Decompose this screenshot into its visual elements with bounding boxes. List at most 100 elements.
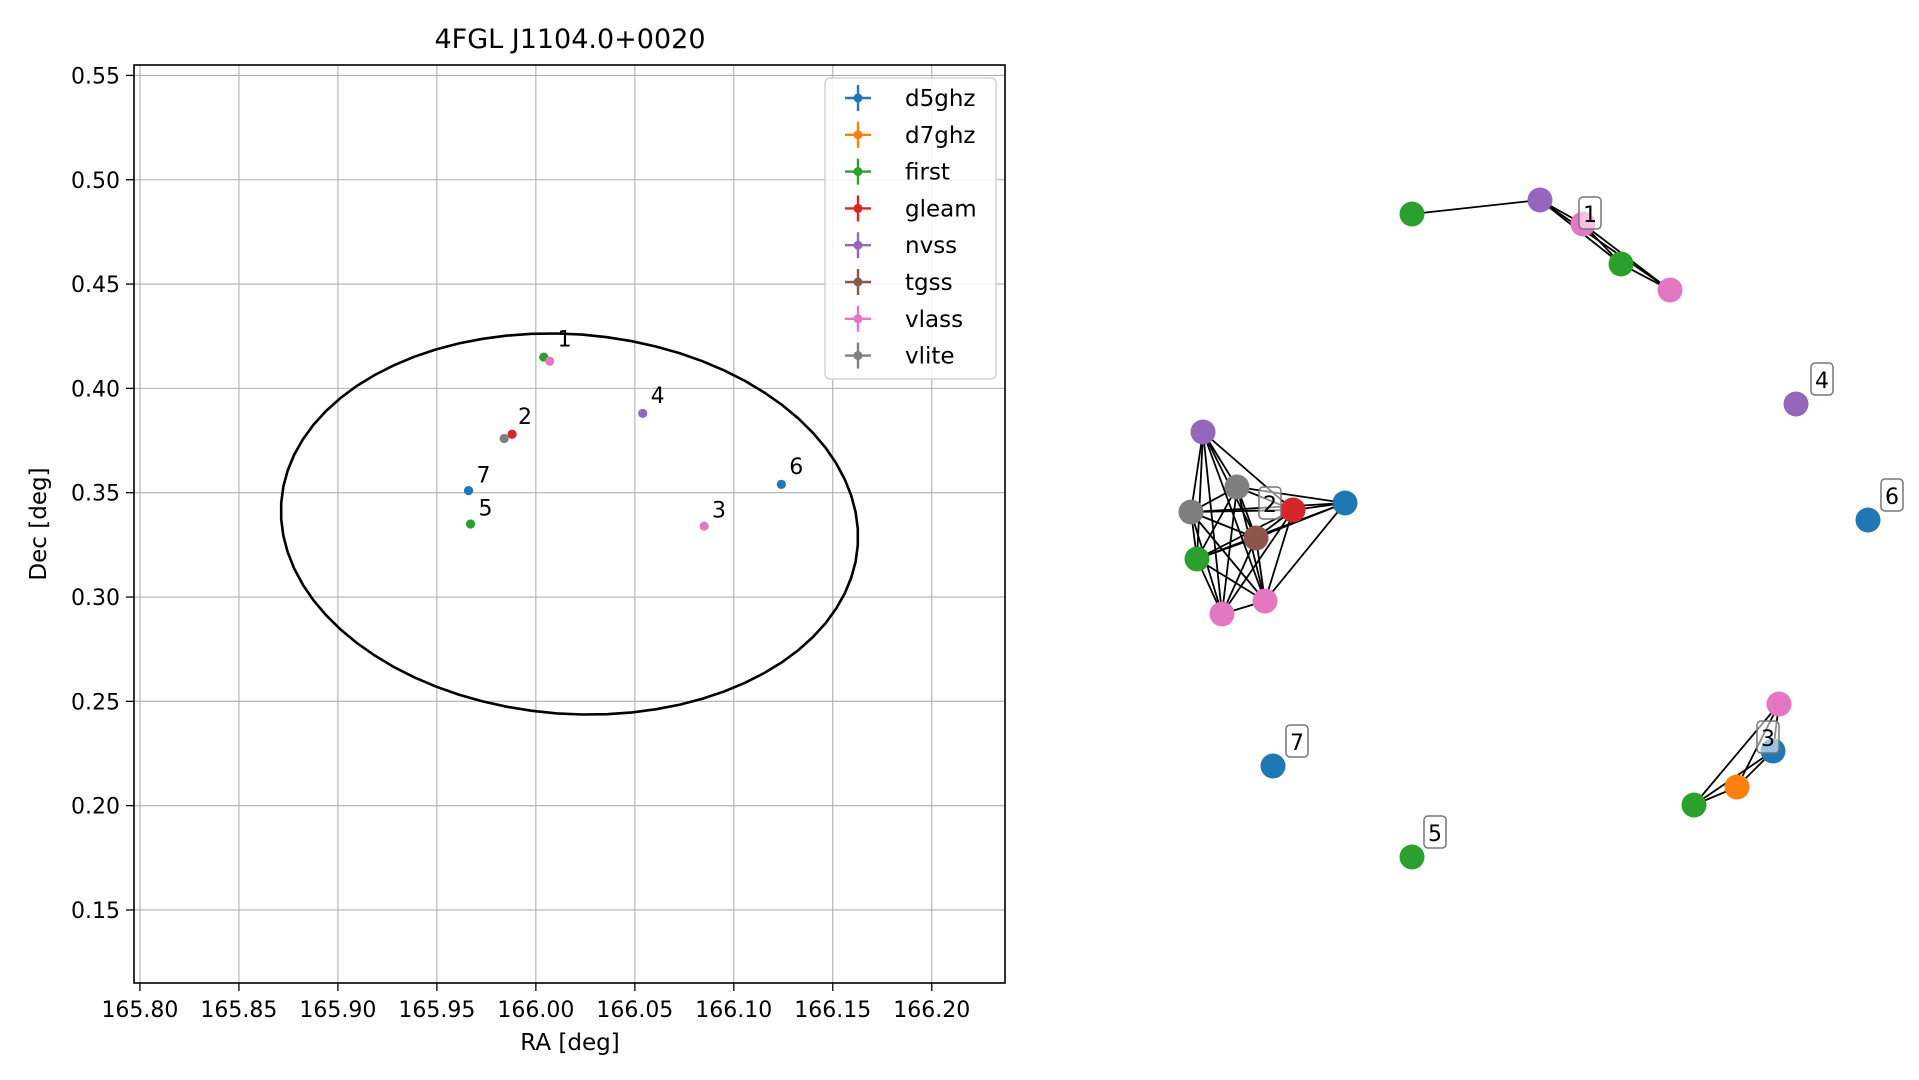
graph-edge [1190, 431, 1204, 513]
legend-box [824, 77, 997, 380]
node-label: 1 [1583, 203, 1597, 228]
y-tick-label: 0.25 [71, 690, 120, 715]
x-axis-label: RA [deg] [520, 1030, 619, 1056]
data-point-d5ghz [463, 486, 474, 496]
chart-title: 4FGL J1104.0+0020 [434, 24, 705, 55]
legend-label-d7ghz: d7ghz [905, 123, 975, 149]
localization-ellipse [279, 332, 860, 716]
graph-node [1260, 753, 1286, 779]
graph-node [1224, 474, 1250, 500]
legend: d5ghz d7ghz first gleam nvss tgss vlass vlite [824, 77, 997, 380]
y-tick-label: 0.45 [71, 273, 120, 298]
point-label: 3 [712, 499, 726, 524]
graph-node [1399, 844, 1425, 870]
legend-marker-dot [853, 314, 863, 324]
node-label-box [1258, 486, 1282, 520]
graph-edge [1411, 199, 1541, 215]
graph-edge [1202, 431, 1223, 615]
graph-edge [1190, 511, 1266, 602]
graph-edge [1539, 199, 1671, 291]
node-label-box [1423, 815, 1447, 849]
graph-node [1527, 187, 1553, 213]
y-axis-ticks: 0.15 0.20 0.25 0.30 0.35 0.40 0.45 0.50 0.55 [71, 64, 134, 924]
data-point-vlass [699, 521, 709, 531]
graph-edge [1221, 537, 1257, 615]
point-label: 5 [478, 497, 492, 522]
x-tick-label: 166.00 [497, 998, 574, 1023]
y-tick-label: 0.35 [71, 482, 120, 507]
graph-node [1855, 507, 1881, 533]
graph-node [1178, 499, 1204, 525]
data-points [463, 352, 786, 531]
y-tick-label: 0.40 [71, 377, 120, 402]
y-tick-label: 0.20 [71, 795, 120, 820]
x-tick-label: 166.15 [794, 998, 871, 1023]
uncertainty-ellipse [279, 332, 860, 716]
x-tick-label: 165.85 [200, 998, 277, 1023]
graph-node [1190, 419, 1216, 445]
graph-node [1243, 525, 1269, 551]
graph-node [1399, 201, 1425, 227]
data-point-d5ghz [776, 479, 786, 489]
legend-label-vlite: vlite [905, 344, 955, 370]
graph-node [1724, 774, 1750, 800]
node-label-box [1285, 724, 1309, 758]
legend-label-first: first [905, 160, 950, 186]
node-label-box [1756, 720, 1780, 754]
legend-marker-dot [853, 351, 863, 361]
graph-node [1766, 691, 1792, 717]
data-point-nvss [638, 408, 648, 419]
node-label: 2 [1263, 493, 1277, 518]
y-tick-label: 0.50 [71, 169, 120, 194]
legend-marker-dot [853, 130, 863, 140]
legend-marker-dot [853, 277, 863, 287]
node-label-box [1578, 196, 1602, 230]
graph-node [1332, 490, 1358, 516]
x-tick-label: 166.05 [596, 998, 673, 1023]
data-point-vlite [499, 433, 509, 444]
node-label-box [1810, 362, 1834, 396]
graph-edge [1196, 558, 1266, 602]
point-label: 6 [789, 455, 803, 480]
node-label: 5 [1428, 822, 1442, 847]
x-tick-label: 165.90 [299, 998, 376, 1023]
y-tick-label: 0.15 [71, 899, 120, 924]
node-label: 6 [1885, 485, 1899, 510]
point-label: 1 [558, 328, 572, 353]
point-annotations: 1 2 3 4 5 6 7 [476, 328, 803, 524]
point-label: 4 [651, 384, 665, 409]
graph-node-labels: 1 2 3 4 5 6 7 [1258, 196, 1904, 849]
graph-edge [1264, 502, 1346, 602]
graph-node [1252, 588, 1278, 614]
legend-marker-dot [853, 240, 863, 250]
legend-label-nvss: nvss [905, 233, 957, 259]
legend-label-vlass: vlass [905, 307, 963, 333]
data-point-gleam [507, 429, 517, 439]
graph-edge [1221, 486, 1238, 615]
node-label-box [1880, 478, 1904, 512]
legend-label-gleam: gleam [905, 196, 977, 222]
graph-node [1681, 792, 1707, 818]
graph-node [1209, 601, 1235, 627]
network-graph: 1 2 3 4 5 6 7 [1178, 187, 1904, 870]
x-tick-label: 165.80 [101, 998, 178, 1023]
point-label: 7 [476, 463, 490, 488]
data-point-first [465, 519, 476, 529]
graph-node [1184, 546, 1210, 572]
graph-edge [1236, 486, 1346, 504]
x-axis-ticks: 165.80 165.85 165.90 165.95 166.00 166.05 166.… [101, 983, 970, 1023]
y-tick-label: 0.55 [71, 64, 120, 89]
scatter-plot: 4FGL J1104.0+0020 1 2 3 4 5 6 7 165.80 165.85 16… [26, 24, 1006, 1056]
y-tick-label: 0.30 [71, 586, 120, 611]
node-label: 3 [1761, 727, 1775, 752]
graph-node [1783, 391, 1809, 417]
legend-marker-dot [853, 93, 863, 103]
legend-marker-dot [853, 167, 863, 177]
x-tick-label: 166.10 [695, 998, 772, 1023]
point-label: 2 [518, 405, 532, 430]
graph-node [1657, 277, 1683, 303]
grid-lines [134, 65, 1005, 983]
graph-node [1608, 251, 1634, 277]
node-label: 7 [1290, 731, 1304, 756]
